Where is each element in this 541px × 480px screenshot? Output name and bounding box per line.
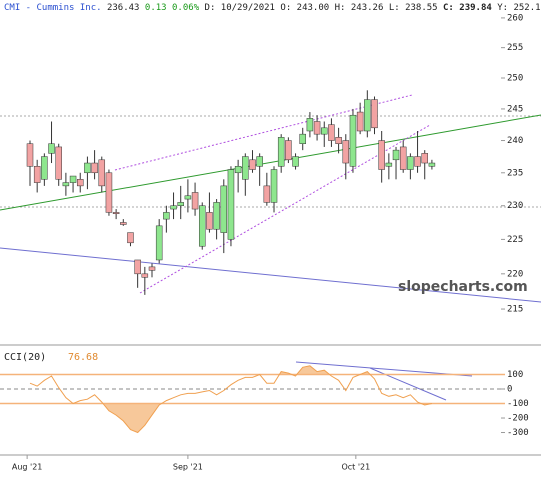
candle-body [306,118,314,132]
candle-body [270,169,278,203]
y-tick-label: 250 [507,73,523,83]
candle-body [414,156,421,167]
candle-body [399,146,407,170]
candle-body [26,143,34,167]
candle-body [242,156,249,180]
candle-body [292,156,299,167]
candle-body [91,162,98,174]
trend-line [0,247,541,303]
band-fill [102,403,432,433]
candle-body [141,273,149,278]
candle-body [120,222,127,225]
channel-line [114,94,413,171]
y-tick-label: -100 [507,399,529,409]
candle-body [371,99,378,129]
x-tick-label: Oct '21 [341,463,370,472]
candle-body [392,149,400,161]
watermark: slopecharts.com [398,279,528,295]
year-high: Y: 252.13 [497,3,541,13]
candle-body [385,162,393,167]
candle-body [41,156,48,180]
candle-body [112,212,120,214]
high: H: 243.26 [335,3,384,13]
candle-body [98,159,106,187]
change: 0.13 [145,3,167,13]
candle-body [321,127,328,135]
candle-body [76,179,84,187]
y-tick-label: 220 [507,269,523,279]
close: C: 239.84 [443,3,492,13]
candle-body [62,182,70,187]
candle-body [48,143,55,154]
candle-body [227,169,235,240]
candle-body [328,124,335,141]
y-tick-label: 255 [507,43,523,53]
candle-body [263,185,271,203]
header: CMI - Cummins Inc. 236.43 0.13 0.06% D: … [4,3,541,13]
ticker: CMI - Cummins Inc. [4,3,102,13]
candle-body [198,205,206,247]
candle-body [378,140,385,170]
candle-body [342,140,350,164]
y-tick-label: 225 [507,235,523,245]
candle-body [349,114,357,167]
candle-body [428,162,436,167]
y-tick-label: 215 [507,305,523,315]
cci-trend-line [369,367,447,401]
candle-body [249,159,256,170]
candle-body [163,212,170,220]
candle-body [277,137,285,167]
cci-line [29,365,433,434]
candle-body [256,156,263,167]
date: D: 10/29/2021 [205,3,275,13]
candle-body [356,111,364,132]
candle-body [177,202,184,206]
open: O: 243.00 [280,3,329,13]
candle-body [220,185,228,233]
cci-trend-line [295,361,473,377]
candle-body [407,156,414,170]
y-tick-label: 245 [507,104,523,114]
change-pct: 0.06% [172,3,200,13]
low: L: 238.55 [389,3,438,13]
indicator-title: CCI(20) [4,352,46,363]
y-tick-label: 0 [507,385,512,395]
candle-body [33,166,41,183]
candle-body [170,205,177,210]
candle-body [127,232,134,244]
candle-body [313,121,321,135]
candle-body [155,225,163,261]
candle-body [184,195,192,200]
candle-body [285,140,292,161]
candle-body [69,175,77,183]
y-tick-label: 100 [507,370,523,380]
candle-body [234,166,242,174]
x-tick-label: Aug '21 [12,463,43,472]
candle-body [299,133,306,144]
y-tick-label: -200 [507,414,529,424]
candle-body [105,172,113,213]
x-tick-label: Sep '21 [173,463,203,472]
y-tick-label: 230 [507,201,523,211]
candle-body [213,202,220,230]
candle-body [134,259,141,275]
last: 236.43 [107,3,140,13]
candle-body [421,153,428,164]
trend-line [0,114,541,211]
candle-body [191,192,199,210]
y-tick-label: 240 [507,136,523,146]
candle-body [55,146,62,180]
candle-body [148,266,156,271]
candle-body [364,99,371,132]
candle-body [84,162,91,174]
y-tick-label: 235 [507,168,523,178]
indicator-value: 76.68 [68,352,98,363]
candle-body [206,212,213,230]
candle-body [335,137,342,144]
y-tick-label: -300 [507,428,529,438]
y-tick-label: 260 [507,13,523,23]
